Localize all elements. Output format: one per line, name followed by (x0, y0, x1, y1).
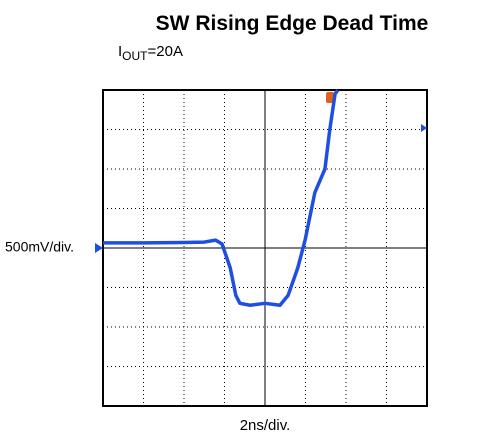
x-axis-label: 2ns/div. (240, 417, 291, 434)
chart-title: SW Rising Edge Dead Time (156, 12, 429, 35)
subtitle-rest: =20A (148, 43, 183, 60)
y-axis-label: 500mV/div. (5, 239, 74, 255)
grid (103, 90, 427, 406)
waveform (103, 90, 338, 305)
subtitle: IOUT=20A (118, 43, 183, 63)
channel-marker (95, 243, 103, 253)
chart: SW Rising Edge Dead Time IOUT=20A 500mV/… (0, 0, 477, 439)
subtitle-subscript: OUT (122, 49, 148, 63)
